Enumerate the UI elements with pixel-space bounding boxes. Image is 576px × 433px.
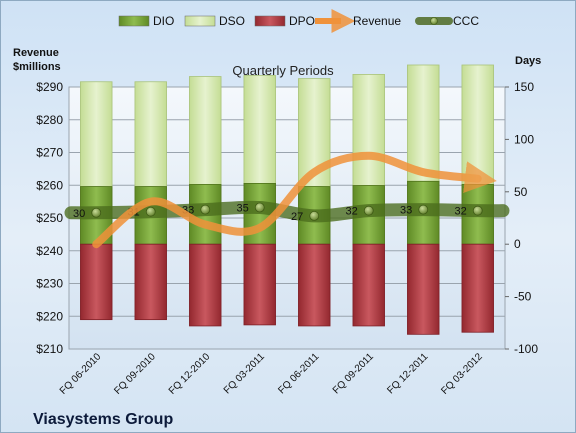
bar-dpo [352,243,385,327]
category-label: FQ 12-2010 [167,351,213,397]
ccc-value-label: 32 [346,206,358,218]
legend-item-dso: DSO [184,14,245,28]
bar-dso [80,81,113,187]
bar-dso [243,75,276,184]
right-axis-label: Days [515,55,541,67]
bars [80,64,494,335]
ccc-value-label: 30 [73,208,85,220]
left-axis-label-line2: $millions [13,61,61,73]
chart-title: Quarterly Periods [232,63,334,78]
left-axis: $210 $220 $230 $240 $250 $260 $270 $280 $290 [36,80,63,356]
ccc-line [64,200,510,223]
right-axis: -100 -50 0 50 100 150 [505,80,538,356]
left-tick-label: $290 [36,80,63,94]
legend-label: DPO [289,14,315,28]
left-tick-label: $260 [36,178,63,192]
legend-item-dio: DIO [118,14,174,28]
ccc-value-label: 27 [291,211,303,223]
category-label: FQ 06-2010 [58,351,104,397]
ccc-marker [472,205,483,216]
ccc-value-label: 32 [455,206,467,218]
category-label: FQ 03-2011 [222,351,267,396]
legend-item-dpo: DPO [254,14,315,28]
left-tick-label: $220 [36,309,63,323]
category-label: FQ 09-2010 [112,351,158,397]
ccc-marker [145,206,156,217]
legend-swatch [118,15,150,27]
bar-dso [189,76,222,185]
bar-dso [407,64,440,182]
right-tick-label: -100 [514,342,538,356]
category-axis: FQ 06-2010 FQ 09-2010 FQ 12-2010 FQ 03-2011… [58,351,485,397]
left-tick-label: $240 [36,244,63,258]
ccc-marker [418,204,429,215]
left-tick-label: $210 [36,342,63,356]
ccc-marker [91,207,102,218]
legend-label: CCC [453,14,479,28]
legend-swatch [254,15,286,27]
revenue-series [92,151,497,249]
right-tick-label: 50 [514,185,528,199]
bar-dso [352,74,385,186]
left-tick-label: $230 [36,277,63,291]
ccc-marker [254,202,265,213]
ccc-marker [363,205,374,216]
bar-dso [134,81,167,187]
legend-label: Revenue [353,14,401,28]
company-name: Viasystems Group [33,411,173,428]
legend-label: DIO [153,14,174,28]
bar-dpo [80,243,113,321]
bar-dso [461,64,494,185]
legend-item-revenue: Revenue [315,9,401,33]
right-tick-label: 0 [514,237,521,251]
category-label: FQ 12-2011 [385,351,430,396]
legend: DIO DSO DPO Revenue CCC [118,9,479,33]
left-tick-label: $280 [36,113,63,127]
bar-dpo [189,243,222,327]
right-tick-label: 150 [514,80,534,94]
left-tick-label: $250 [36,211,63,225]
ccc-value-label: 35 [237,203,249,215]
legend-item-ccc: CCC [415,14,479,28]
bar-dpo [407,243,440,335]
bar-dpo [243,243,276,326]
ccc-marker [309,211,320,221]
revenue-arrow [92,151,497,249]
category-label: FQ 09-2011 [331,351,376,396]
legend-marker [430,17,438,25]
left-axis-label-line1: Revenue [13,47,59,59]
category-label: FQ 03-2012 [439,351,485,397]
bar-dpo [298,243,331,327]
legend-label: DSO [219,14,245,28]
legend-swatch [184,15,216,27]
category-label: FQ 06-2011 [276,351,321,396]
bar-dpo [461,243,494,333]
ccc-value-label: 33 [400,205,412,217]
bar-dpo [134,243,167,321]
right-tick-label: 100 [514,132,534,146]
right-tick-label: -50 [514,290,532,304]
ccc-marker [200,204,211,215]
left-tick-label: $270 [36,146,63,160]
